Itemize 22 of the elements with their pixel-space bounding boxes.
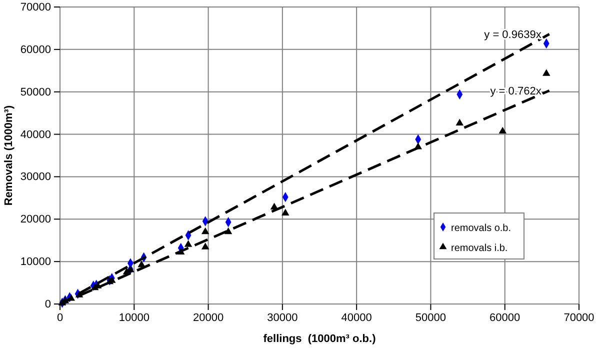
x-tick-label: 60000 bbox=[490, 312, 520, 324]
y-tick-label: 0 bbox=[44, 298, 51, 311]
x-tick-label: 70000 bbox=[564, 312, 594, 324]
y-tick-label: 10000 bbox=[20, 256, 51, 268]
legend-label: removals i.b. bbox=[451, 243, 508, 254]
legend-label: removals o.b. bbox=[451, 223, 512, 234]
x-tick-label: 10000 bbox=[118, 312, 150, 324]
y-tick-label: 60000 bbox=[20, 44, 51, 56]
x-tick-label: 20000 bbox=[192, 312, 224, 324]
y-tick-label: 20000 bbox=[20, 214, 51, 226]
y-axis-title: Removals (1000m³) bbox=[3, 105, 15, 206]
x-tick-label: 30000 bbox=[267, 312, 298, 324]
x-tick-label: 50000 bbox=[415, 312, 446, 324]
x-tick-label: 40000 bbox=[341, 312, 372, 324]
y-tick-label: 40000 bbox=[20, 128, 51, 141]
y-tick-label: 50000 bbox=[20, 86, 51, 98]
y-tick-label: 30000 bbox=[20, 171, 51, 184]
x-axis-title: fellings (1000m³ o.b.) bbox=[263, 333, 376, 345]
y-tick-label: 70000 bbox=[20, 2, 51, 14]
x-tick-label: 0 bbox=[56, 312, 64, 324]
annotation: y = 0.9639x bbox=[484, 29, 542, 42]
annotation: y = 0.762x bbox=[490, 86, 542, 98]
